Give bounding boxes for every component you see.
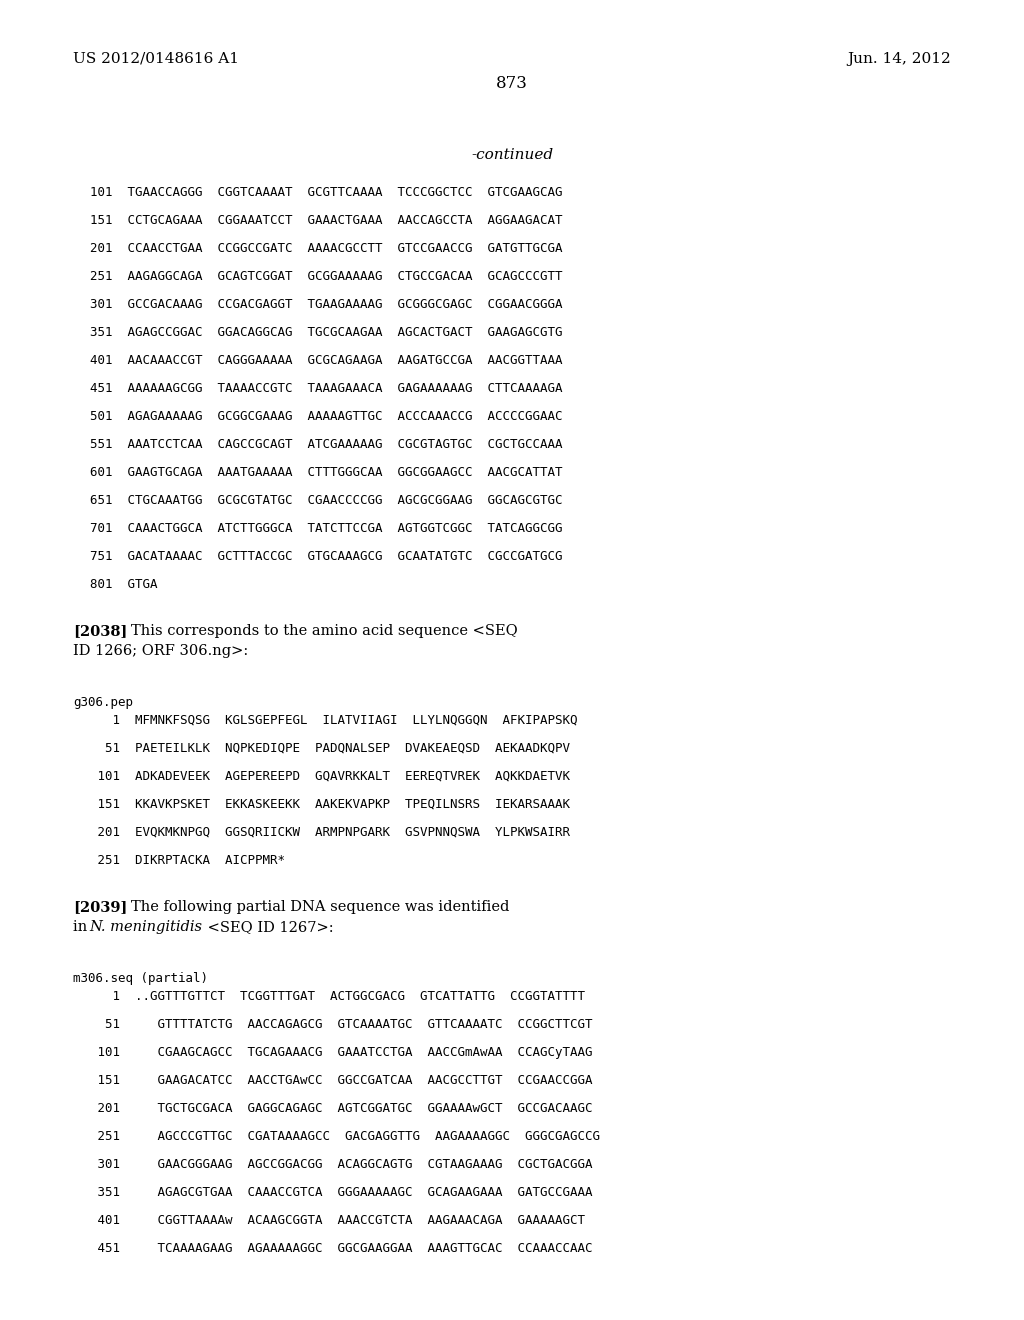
Text: 451  AAAAAAGCGG  TAAAACCGTC  TAAAGAAACA  GAGAAAAAAG  CTTCAAAAGA: 451 AAAAAAGCGG TAAAACCGTC TAAAGAAACA GAG…	[90, 381, 562, 395]
Text: 751  GACATAAAAC  GCTTTACCGC  GTGCAAAGCG  GCAATATGTC  CGCCGATGCG: 751 GACATAAAAC GCTTTACCGC GTGCAAAGCG GCA…	[90, 550, 562, 564]
Text: 1  ..GGTTTGTTCT  TCGGTTTGAT  ACTGGCGACG  GTCATTATTG  CCGGTATTTT: 1 ..GGTTTGTTCT TCGGTTTGAT ACTGGCGACG GTC…	[90, 990, 585, 1003]
Text: 351     AGAGCGTGAA  CAAACCGTCA  GGGAAAAAGC  GCAGAAGAAA  GATGCCGAAA: 351 AGAGCGTGAA CAAACCGTCA GGGAAAAAGC GCA…	[90, 1185, 593, 1199]
Text: The following partial DNA sequence was identified: The following partial DNA sequence was i…	[131, 900, 509, 913]
Text: -continued: -continued	[471, 148, 553, 162]
Text: Jun. 14, 2012: Jun. 14, 2012	[847, 51, 951, 66]
Text: 201  EVQKMKNPGQ  GGSQRIICKW  ARMPNPGARK  GSVPNNQSWA  YLPKWSAIRR: 201 EVQKMKNPGQ GGSQRIICKW ARMPNPGARK GSV…	[90, 826, 570, 840]
Text: N. meningitidis: N. meningitidis	[89, 920, 202, 935]
Text: 251  DIKRPTACKA  AICPPMR*: 251 DIKRPTACKA AICPPMR*	[90, 854, 285, 867]
Text: 51     GTTTTATCTG  AACCAGAGCG  GTCAAAATGC  GTTCAAAATC  CCGGCTTCGT: 51 GTTTTATCTG AACCAGAGCG GTCAAAATGC GTTC…	[90, 1018, 593, 1031]
Text: in: in	[73, 920, 92, 935]
Text: 301     GAACGGGAAG  AGCCGGACGG  ACAGGCAGTG  CGTAAGAAAG  CGCTGACGGA: 301 GAACGGGAAG AGCCGGACGG ACAGGCAGTG CGT…	[90, 1158, 593, 1171]
Text: 101  TGAACCAGGG  CGGTCAAAAT  GCGTTCAAAA  TCCCGGCTCC  GTCGAAGCAG: 101 TGAACCAGGG CGGTCAAAAT GCGTTCAAAA TCC…	[90, 186, 562, 199]
Text: g306.pep: g306.pep	[73, 696, 133, 709]
Text: 151     GAAGACATCC  AACCTGAwCC  GGCCGATCAA  AACGCCTTGT  CCGAACCGGA: 151 GAAGACATCC AACCTGAwCC GGCCGATCAA AAC…	[90, 1074, 593, 1086]
Text: 401     CGGTTAAAAw  ACAAGCGGTA  AAACCGTCTA  AAGAAACAGA  GAAAAAGCT: 401 CGGTTAAAAw ACAAGCGGTA AAACCGTCTA AAG…	[90, 1214, 585, 1228]
Text: 201  CCAACCTGAA  CCGGCCGATC  AAAACGCCTT  GTCCGAACCG  GATGTTGCGA: 201 CCAACCTGAA CCGGCCGATC AAAACGCCTT GTC…	[90, 242, 562, 255]
Text: 251  AAGAGGCAGA  GCAGTCGGAT  GCGGAAAAAG  CTGCCGACAA  GCAGCCCGTT: 251 AAGAGGCAGA GCAGTCGGAT GCGGAAAAAG CTG…	[90, 271, 562, 282]
Text: 451     TCAAAAGAAG  AGAAAAAGGC  GGCGAAGGAA  AAAGTTGCAC  CCAAACCAAC: 451 TCAAAAGAAG AGAAAAAGGC GGCGAAGGAA AAA…	[90, 1242, 593, 1255]
Text: 551  AAATCCTCAA  CAGCCGCAGT  ATCGAAAAAG  CGCGTAGTGC  CGCTGCCAAA: 551 AAATCCTCAA CAGCCGCAGT ATCGAAAAAG CGC…	[90, 438, 562, 451]
Text: This corresponds to the amino acid sequence <SEQ: This corresponds to the amino acid seque…	[131, 624, 518, 638]
Text: 251     AGCCCGTTGC  CGATAAAAGCC  GACGAGGTTG  AAGAAAAGGC  GGGCGAGCCG: 251 AGCCCGTTGC CGATAAAAGCC GACGAGGTTG AA…	[90, 1130, 600, 1143]
Text: 101  ADKADEVEEK  AGEPEREEPD  GQAVRKKALT  EEREQTVREK  AQKKDAETVK: 101 ADKADEVEEK AGEPEREEPD GQAVRKKALT EER…	[90, 770, 570, 783]
Text: 51  PAETEILKLK  NQPKEDIQPE  PADQNALSEP  DVAKEAEQSD  AEKAADKQPV: 51 PAETEILKLK NQPKEDIQPE PADQNALSEP DVAK…	[90, 742, 570, 755]
Text: 201     TGCTGCGACA  GAGGCAGAGC  AGTCGGATGC  GGAAAAwGCT  GCCGACAAGC: 201 TGCTGCGACA GAGGCAGAGC AGTCGGATGC GGA…	[90, 1102, 593, 1115]
Text: 873: 873	[496, 75, 528, 92]
Text: 301  GCCGACAAAG  CCGACGAGGT  TGAAGAAAAG  GCGGGCGAGC  CGGAACGGGA: 301 GCCGACAAAG CCGACGAGGT TGAAGAAAAG GCG…	[90, 298, 562, 312]
Text: 701  CAAACTGGCA  ATCTTGGGCA  TATCTTCCGA  AGTGGTCGGC  TATCAGGCGG: 701 CAAACTGGCA ATCTTGGGCA TATCTTCCGA AGT…	[90, 521, 562, 535]
Text: <SEQ ID 1267>:: <SEQ ID 1267>:	[203, 920, 334, 935]
Text: [2038]: [2038]	[73, 624, 127, 638]
Text: 401  AACAAACCGT  CAGGGAAAAA  GCGCAGAAGA  AAGATGCCGA  AACGGTTAAA: 401 AACAAACCGT CAGGGAAAAA GCGCAGAAGA AAG…	[90, 354, 562, 367]
Text: 151  CCTGCAGAAA  CGGAAATCCT  GAAACTGAAA  AACCAGCCTA  AGGAAGACAT: 151 CCTGCAGAAA CGGAAATCCT GAAACTGAAA AAC…	[90, 214, 562, 227]
Text: US 2012/0148616 A1: US 2012/0148616 A1	[73, 51, 239, 66]
Text: 351  AGAGCCGGAC  GGACAGGCAG  TGCGCAAGAA  AGCACTGACT  GAAGAGCGTG: 351 AGAGCCGGAC GGACAGGCAG TGCGCAAGAA AGC…	[90, 326, 562, 339]
Text: 1  MFMNKFSQSG  KGLSGEPFEGL  ILATVIIAGI  LLYLNQGGQN  AFKIPAPSKQ: 1 MFMNKFSQSG KGLSGEPFEGL ILATVIIAGI LLYL…	[90, 714, 578, 727]
Text: 651  CTGCAAATGG  GCGCGTATGC  CGAACCCCGG  AGCGCGGAAG  GGCAGCGTGC: 651 CTGCAAATGG GCGCGTATGC CGAACCCCGG AGC…	[90, 494, 562, 507]
Text: ID 1266; ORF 306.ng>:: ID 1266; ORF 306.ng>:	[73, 644, 248, 657]
Text: m306.seq (partial): m306.seq (partial)	[73, 972, 208, 985]
Text: [2039]: [2039]	[73, 900, 127, 913]
Text: 801  GTGA: 801 GTGA	[90, 578, 158, 591]
Text: 501  AGAGAAAAAG  GCGGCGAAAG  AAAAAGTTGC  ACCCAAACCG  ACCCCGGAAC: 501 AGAGAAAAAG GCGGCGAAAG AAAAAGTTGC ACC…	[90, 411, 562, 422]
Text: 151  KKAVKPSKET  EKKASKEEKK  AAKEKVAPKP  TPEQILNSRS  IEKARSAAAK: 151 KKAVKPSKET EKKASKEEKK AAKEKVAPKP TPE…	[90, 799, 570, 810]
Text: 601  GAAGTGCAGA  AAATGAAAAA  CTTTGGGCAA  GGCGGAAGCC  AACGCATTAT: 601 GAAGTGCAGA AAATGAAAAA CTTTGGGCAA GGC…	[90, 466, 562, 479]
Text: 101     CGAAGCAGCC  TGCAGAAACG  GAAATCCTGA  AACCGmAwAA  CCAGCyTAAG: 101 CGAAGCAGCC TGCAGAAACG GAAATCCTGA AAC…	[90, 1045, 593, 1059]
